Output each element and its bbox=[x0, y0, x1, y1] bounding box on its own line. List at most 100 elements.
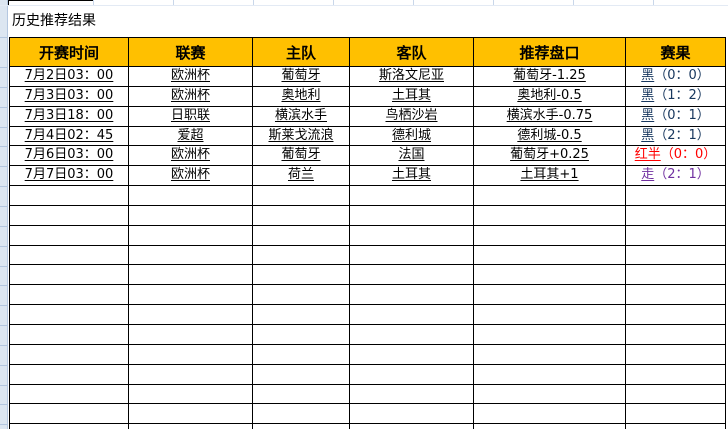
cell-away[interactable]: 斯洛文尼亚 bbox=[349, 66, 474, 87]
header-handicap[interactable]: 推荐盘口 bbox=[473, 37, 626, 67]
cell-home[interactable] bbox=[252, 284, 350, 306]
cell-league[interactable] bbox=[128, 343, 253, 365]
cell-league[interactable]: 爱超 bbox=[128, 125, 253, 147]
cell-time[interactable]: 7月4日02：45 bbox=[9, 125, 129, 147]
cell-time[interactable] bbox=[9, 343, 129, 365]
cell-league[interactable]: 欧洲杯 bbox=[128, 145, 253, 167]
cell-away[interactable] bbox=[349, 343, 474, 365]
cell-league[interactable]: 欧洲杯 bbox=[128, 165, 253, 187]
cell-away[interactable] bbox=[349, 304, 474, 325]
cell-time[interactable] bbox=[9, 244, 129, 266]
cell-handicap[interactable] bbox=[473, 264, 626, 286]
cell-handicap[interactable]: 葡萄牙+0.25 bbox=[473, 145, 626, 167]
cell-handicap[interactable] bbox=[473, 304, 626, 325]
cell-home[interactable] bbox=[252, 403, 350, 425]
cell-result[interactable] bbox=[625, 284, 726, 306]
cell-away[interactable]: 土耳其 bbox=[349, 85, 474, 107]
cell-league[interactable] bbox=[128, 264, 253, 286]
cell-result[interactable]: 黑（2：1） bbox=[625, 125, 726, 147]
cell-league[interactable] bbox=[128, 383, 253, 405]
cell-time[interactable]: 7月7日03：00 bbox=[9, 165, 129, 187]
cell-handicap[interactable] bbox=[473, 423, 626, 429]
cell-result[interactable] bbox=[625, 343, 726, 365]
cell-league[interactable] bbox=[128, 185, 253, 206]
cell-home[interactable] bbox=[252, 323, 350, 345]
cell-result[interactable] bbox=[625, 423, 726, 429]
cell-league[interactable] bbox=[128, 423, 253, 429]
cell-league[interactable]: 欧洲杯 bbox=[128, 66, 253, 87]
cell-time[interactable]: 7月3日18：00 bbox=[9, 105, 129, 127]
cell-handicap[interactable] bbox=[473, 343, 626, 365]
cell-handicap[interactable] bbox=[473, 323, 626, 345]
cell-league[interactable] bbox=[128, 363, 253, 385]
cell-handicap[interactable]: 德利城-0.5 bbox=[473, 125, 626, 147]
cell-time[interactable] bbox=[9, 185, 129, 206]
cell-league[interactable] bbox=[128, 244, 253, 266]
cell-away[interactable]: 法国 bbox=[349, 145, 474, 167]
cell-time[interactable]: 7月2日03：00 bbox=[9, 66, 129, 87]
cell-away[interactable] bbox=[349, 224, 474, 246]
cell-league[interactable]: 日职联 bbox=[128, 105, 253, 127]
cell-handicap[interactable] bbox=[473, 224, 626, 246]
cell-result[interactable]: 走（2：1） bbox=[625, 165, 726, 187]
cell-league[interactable] bbox=[128, 304, 253, 325]
cell-away[interactable] bbox=[349, 383, 474, 405]
cell-away[interactable] bbox=[349, 403, 474, 425]
cell-home[interactable] bbox=[252, 224, 350, 246]
cell-home[interactable] bbox=[252, 304, 350, 325]
cell-home[interactable] bbox=[252, 423, 350, 429]
cell-away[interactable] bbox=[349, 264, 474, 286]
cell-result[interactable] bbox=[625, 244, 726, 266]
cell-home[interactable]: 葡萄牙 bbox=[252, 145, 350, 167]
header-away[interactable]: 客队 bbox=[349, 37, 474, 67]
cell-league[interactable] bbox=[128, 403, 253, 425]
cell-away[interactable] bbox=[349, 323, 474, 345]
cell-home[interactable]: 荷兰 bbox=[252, 165, 350, 187]
cell-handicap[interactable]: 葡萄牙-1.25 bbox=[473, 66, 626, 87]
cell-time[interactable] bbox=[9, 304, 129, 325]
cell-handicap[interactable] bbox=[473, 185, 626, 206]
cell-time[interactable] bbox=[9, 264, 129, 286]
cell-league[interactable] bbox=[128, 323, 253, 345]
cell-home[interactable] bbox=[252, 383, 350, 405]
header-result[interactable]: 赛果 bbox=[625, 37, 726, 67]
cell-away[interactable] bbox=[349, 284, 474, 306]
cell-away[interactable] bbox=[349, 244, 474, 266]
cell-away[interactable] bbox=[349, 204, 474, 226]
cell-home[interactable] bbox=[252, 244, 350, 266]
cell-result[interactable]: 黑（0：0） bbox=[625, 66, 726, 87]
cell-home[interactable]: 横滨水手 bbox=[252, 105, 350, 127]
cell-home[interactable] bbox=[252, 204, 350, 226]
cell-time[interactable] bbox=[9, 363, 129, 385]
cell-result[interactable] bbox=[625, 363, 726, 385]
cell-league[interactable] bbox=[128, 204, 253, 226]
cell-result[interactable]: 黑（1：2） bbox=[625, 85, 726, 107]
cell-result[interactable] bbox=[625, 403, 726, 425]
cell-result[interactable] bbox=[625, 383, 726, 405]
cell-result[interactable] bbox=[625, 204, 726, 226]
cell-time[interactable] bbox=[9, 284, 129, 306]
cell-league[interactable] bbox=[128, 284, 253, 306]
cell-home[interactable] bbox=[252, 363, 350, 385]
cell-result[interactable]: 红半（0：0） bbox=[625, 145, 726, 167]
cell-result[interactable] bbox=[625, 323, 726, 345]
cell-home[interactable]: 葡萄牙 bbox=[252, 66, 350, 87]
cell-handicap[interactable] bbox=[473, 403, 626, 425]
cell-time[interactable] bbox=[9, 204, 129, 226]
cell-handicap[interactable]: 土耳其+1 bbox=[473, 165, 626, 187]
cell-handicap[interactable]: 横滨水手-0.75 bbox=[473, 105, 626, 127]
cell-handicap[interactable] bbox=[473, 244, 626, 266]
cell-result[interactable] bbox=[625, 224, 726, 246]
cell-time[interactable]: 7月6日03：00 bbox=[9, 145, 129, 167]
cell-league[interactable] bbox=[128, 224, 253, 246]
cell-away[interactable]: 德利城 bbox=[349, 125, 474, 147]
cell-away[interactable] bbox=[349, 363, 474, 385]
cell-time[interactable] bbox=[9, 423, 129, 429]
cell-away[interactable] bbox=[349, 185, 474, 206]
cell-home[interactable] bbox=[252, 264, 350, 286]
cell-result[interactable] bbox=[625, 185, 726, 206]
cell-away[interactable]: 土耳其 bbox=[349, 165, 474, 187]
cell-handicap[interactable] bbox=[473, 363, 626, 385]
cell-home[interactable] bbox=[252, 185, 350, 206]
cell-result[interactable] bbox=[625, 264, 726, 286]
